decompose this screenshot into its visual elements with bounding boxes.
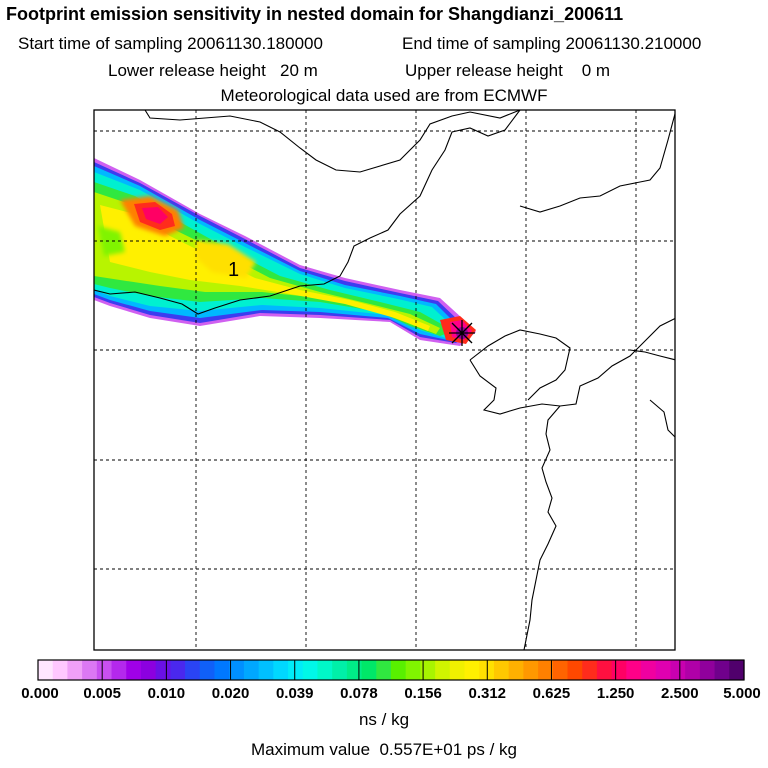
colorbar-swatch bbox=[111, 660, 127, 680]
colorbar-tick-label: 0.312 bbox=[468, 685, 506, 702]
colorbar-tick-label: 2.500 bbox=[661, 685, 699, 702]
coast-south bbox=[523, 405, 561, 650]
colorbar-swatch bbox=[376, 660, 392, 680]
colorbar-swatch bbox=[699, 660, 716, 680]
coastline-borders bbox=[94, 110, 675, 650]
colorbar-swatch bbox=[714, 660, 730, 680]
colorbar-swatches bbox=[38, 660, 745, 680]
colorbar-tick-label: 0.020 bbox=[212, 685, 250, 702]
colorbar-swatch bbox=[214, 660, 230, 680]
colorbar-frame bbox=[37, 659, 745, 681]
colorbar-swatch bbox=[493, 660, 510, 680]
colorbar-swatch bbox=[96, 660, 113, 680]
colorbar-swatch bbox=[332, 660, 348, 680]
colorbar-swatch bbox=[567, 660, 583, 680]
end-sampling-label: End time of sampling 20061130.210000 bbox=[402, 34, 702, 53]
border-east bbox=[519, 111, 675, 213]
station-star-icon bbox=[449, 320, 475, 346]
colorbar-swatch bbox=[82, 660, 98, 680]
met-data-label: Meteorological data used are from ECMWF bbox=[220, 86, 548, 105]
colorbar-dividers bbox=[101, 660, 681, 680]
colorbar-swatch bbox=[420, 660, 436, 680]
coastline-east bbox=[299, 110, 521, 287]
colorbar-tick-label: 1.250 bbox=[597, 685, 635, 702]
colorbar-swatch bbox=[140, 660, 157, 680]
colorbar-swatch bbox=[508, 660, 524, 680]
coast-east-small bbox=[649, 399, 675, 438]
colorbar-tick-label: 0.010 bbox=[148, 685, 186, 702]
colorbar-swatch bbox=[126, 660, 142, 680]
colorbar-tick-label: 0.625 bbox=[533, 685, 571, 702]
colorbar-swatch bbox=[685, 660, 701, 680]
sensitivity-plume bbox=[94, 158, 476, 346]
colorbar-swatch bbox=[641, 660, 657, 680]
upper-release-label: Upper release height 0 m bbox=[405, 61, 611, 80]
colorbar-swatch bbox=[302, 660, 319, 680]
contour-label: 1 bbox=[228, 259, 239, 281]
colorbar-swatch bbox=[258, 660, 274, 680]
coastline-north bbox=[144, 110, 521, 173]
colorbar-swatch bbox=[346, 660, 363, 680]
map-frame bbox=[93, 109, 676, 651]
colorbar-swatch bbox=[185, 660, 201, 680]
colorbar-swatch bbox=[288, 660, 304, 680]
colorbar-swatch bbox=[317, 660, 333, 680]
border-west bbox=[94, 285, 301, 315]
bay-coast bbox=[469, 329, 571, 401]
colorbar-swatch bbox=[611, 660, 627, 680]
colorbar-swatch bbox=[729, 660, 745, 680]
colorbar-ticks: 0.000 0.005 0.010 0.020 0.039 0.078 0.156 0.312… bbox=[21, 685, 761, 702]
start-sampling-label: Start time of sampling 20061130.180000 bbox=[18, 34, 323, 53]
colorbar-swatch bbox=[155, 660, 171, 680]
colorbar-swatch bbox=[655, 660, 672, 680]
colorbar-swatch bbox=[670, 660, 686, 680]
colorbar-swatch bbox=[626, 660, 642, 680]
colorbar-swatch bbox=[38, 660, 54, 680]
colorbar-swatch bbox=[538, 660, 554, 680]
colorbar-swatch bbox=[199, 660, 216, 680]
colorbar-swatch bbox=[582, 660, 598, 680]
colorbar-swatch bbox=[523, 660, 539, 680]
maximum-value-label: Maximum value 0.557E+01 ps / kg bbox=[251, 740, 517, 759]
colorbar-swatch bbox=[596, 660, 613, 680]
colorbar-tick-label: 0.005 bbox=[83, 685, 121, 702]
colorbar-tick-label: 0.039 bbox=[276, 685, 314, 702]
lat-lon-grid bbox=[94, 110, 675, 650]
colorbar-swatch bbox=[449, 660, 466, 680]
figure-title: Footprint emission sensitivity in nested… bbox=[6, 4, 624, 24]
colorbar-swatch bbox=[170, 660, 186, 680]
colorbar-tick-label: 0.000 bbox=[21, 685, 59, 702]
lower-release-label: Lower release height 20 m bbox=[108, 61, 318, 80]
colorbar-swatch bbox=[243, 660, 260, 680]
coast-far-east bbox=[629, 349, 675, 361]
colorbar-swatch bbox=[67, 660, 83, 680]
colorbar-swatch bbox=[391, 660, 407, 680]
colorbar-swatch bbox=[464, 660, 480, 680]
colorbar-tick-label: 0.078 bbox=[340, 685, 378, 702]
colorbar-swatch bbox=[405, 660, 422, 680]
colorbar-swatch bbox=[435, 660, 451, 680]
colorbar-tick-label: 5.000 bbox=[723, 685, 761, 702]
colorbar-swatch bbox=[229, 660, 245, 680]
colorbar-swatch bbox=[273, 660, 289, 680]
colorbar-units: ns / kg bbox=[358, 710, 410, 729]
colorbar-swatch bbox=[52, 660, 69, 680]
colorbar-tick-label: 0.156 bbox=[404, 685, 442, 702]
colorbar-swatch bbox=[361, 660, 377, 680]
colorbar-swatch bbox=[552, 660, 569, 680]
